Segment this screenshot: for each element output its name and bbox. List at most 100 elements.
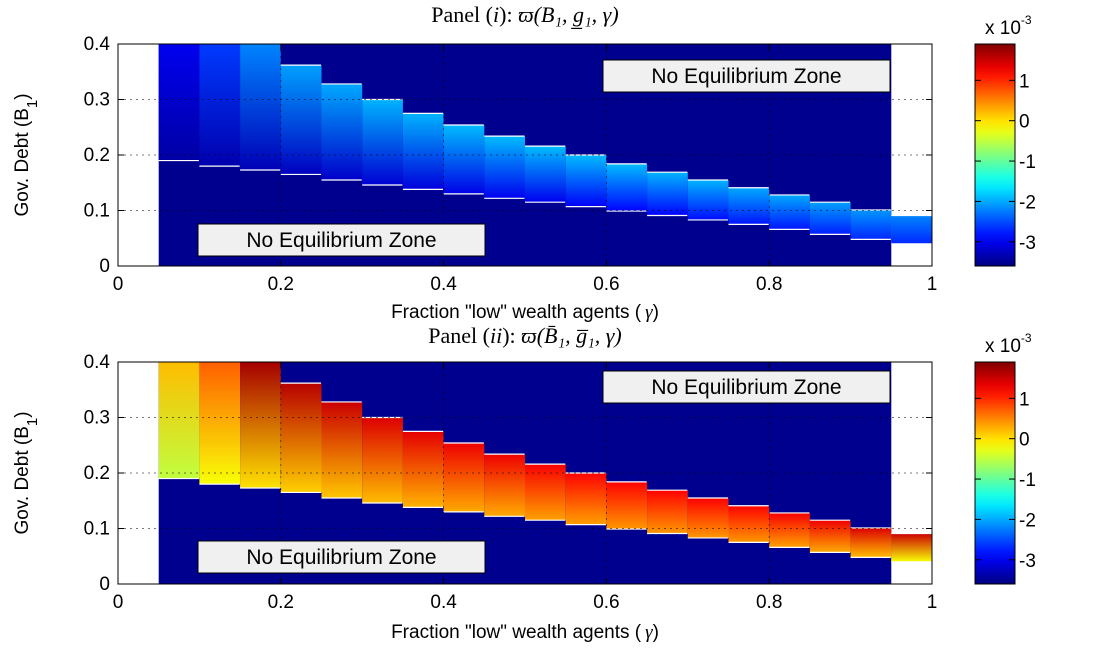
heatmap-column	[647, 172, 688, 216]
x-tick-label: 1	[927, 592, 938, 613]
x-axis-label: Fraction "low" wealth agents (γ)	[391, 302, 659, 323]
colorbar-tick-label: 0	[1019, 112, 1030, 133]
colorbar-tick-label: -1	[1019, 152, 1036, 173]
heatmap-column	[606, 481, 648, 530]
panel-title-symbol: ϖ	[518, 2, 534, 27]
heatmap-column	[809, 202, 851, 235]
x-axis-label-symbol: γ	[645, 302, 653, 323]
panel-title-numeral: i	[493, 2, 499, 27]
y-axis-label-suffix: )	[12, 411, 33, 417]
heatmap-column	[362, 99, 403, 185]
colorbar	[974, 43, 1016, 267]
x-axis-label: Fraction "low" wealth agents (γ)	[391, 622, 659, 643]
heatmap-column	[891, 533, 932, 562]
heatmap-column	[240, 44, 281, 170]
colorbar-tick-label: -3	[1019, 233, 1036, 254]
y-tick-label: 0.3	[84, 90, 110, 111]
y-axis-label-subscript: 1	[24, 418, 41, 426]
heatmap-column	[850, 209, 892, 240]
heatmap-column	[158, 362, 200, 479]
heatmap-column	[280, 65, 322, 175]
x-axis-label-text: Fraction "low" wealth agents (	[391, 302, 642, 323]
x-tick-label: 0.6	[593, 592, 619, 613]
heatmap-column	[728, 187, 770, 225]
colorbar	[974, 361, 1016, 585]
heatmap-column	[484, 454, 525, 517]
y-tick-label: 0.2	[84, 145, 110, 166]
heatmap-column	[240, 362, 281, 488]
heatmap-column	[402, 431, 444, 508]
y-axis-label-subscript: 1	[24, 100, 41, 108]
annotation-box	[197, 540, 486, 574]
colorbar-tick-label: 1	[1019, 71, 1030, 92]
panel-title-numeral: ii	[490, 323, 502, 348]
heatmap-column	[769, 512, 810, 548]
panel-title-symbol: ϖ	[521, 323, 537, 348]
y-tick-label: 0.1	[84, 519, 110, 540]
y-axis-label: Gov. Debt (B1)	[12, 93, 41, 216]
heatmap-column	[606, 163, 648, 212]
y-tick-label: 0.4	[84, 352, 111, 373]
y-tick-label: 0	[99, 574, 110, 595]
colorbar-tick-label: -1	[1019, 470, 1036, 491]
annotation-no-equilibrium-zone: No Equilibrium Zone	[246, 229, 436, 252]
colorbar-tick-label: -2	[1019, 192, 1036, 213]
annotation-box	[602, 370, 891, 404]
colorbar-tick-label: 1	[1019, 389, 1030, 410]
annotation-box	[197, 223, 486, 257]
x-tick-label: 0.4	[430, 592, 457, 613]
panel-title: Panel (ii): ϖ(B̄₁, g̅₁, γ)	[428, 323, 622, 348]
x-axis-label-suffix: )	[653, 622, 659, 643]
panel-title-prefix: Panel (	[431, 2, 493, 27]
x-tick-label: 0.4	[430, 274, 457, 295]
annotation-box	[602, 59, 891, 93]
heatmap-column	[728, 505, 770, 543]
heatmap-column	[687, 179, 729, 220]
panel-title-suffix: ):	[499, 2, 518, 27]
panel-title: Panel (i): ϖ(B₁, g̲₁, γ)	[431, 2, 618, 30]
y-axis-label-text: Gov. Debt (B	[12, 108, 33, 216]
heatmap-column	[443, 125, 485, 194]
x-tick-label: 0.8	[756, 274, 782, 295]
annotation-no-equilibrium-zone: No Equilibrium Zone	[651, 376, 841, 399]
y-tick-label: 0	[99, 256, 110, 277]
heatmap-column	[809, 520, 851, 553]
x-tick-label: 0.6	[593, 274, 619, 295]
heatmap-column	[565, 473, 607, 525]
x-tick-label: 0.2	[268, 592, 294, 613]
y-tick-label: 0.3	[84, 408, 110, 429]
heatmap-column	[321, 83, 363, 180]
heatmap-column	[647, 490, 688, 534]
y-tick-label: 0.1	[84, 201, 110, 222]
colorbar-tick-label: -3	[1019, 551, 1036, 572]
annotation-no-equilibrium-zone: No Equilibrium Zone	[651, 65, 841, 88]
heatmap-column	[850, 527, 892, 558]
colorbar-multiplier-text: x 10	[985, 336, 1021, 357]
heatmap-column	[280, 383, 322, 493]
heatmap-column	[402, 113, 444, 190]
heatmap-column	[321, 401, 363, 498]
heatmap-column	[484, 136, 525, 199]
panel-title-suffix: ):	[502, 323, 521, 348]
x-tick-label: 1	[927, 274, 938, 295]
heatmap-column	[443, 443, 485, 512]
x-tick-label: 0.8	[756, 592, 782, 613]
heatmap-column	[565, 155, 607, 207]
x-axis-label-text: Fraction "low" wealth agents (	[391, 622, 642, 643]
colorbar-tick-label: -2	[1019, 510, 1036, 531]
heatmap-column	[362, 417, 403, 503]
y-axis-label-suffix: )	[12, 93, 33, 99]
y-axis-label-text: Gov. Debt (B	[12, 426, 33, 534]
colorbar-tick-label: 0	[1019, 430, 1030, 451]
panel-title-args: (B₁, g̲₁, γ)	[534, 2, 619, 30]
heatmap-column	[199, 44, 241, 167]
heatmap-column	[525, 146, 566, 203]
x-tick-label: 0.2	[268, 274, 294, 295]
heatmap-column	[199, 362, 241, 485]
annotation-no-equilibrium-zone: No Equilibrium Zone	[246, 546, 436, 569]
x-tick-label: 0	[113, 274, 124, 295]
y-axis-label: Gov. Debt (B1)	[12, 411, 41, 534]
x-axis-label-suffix: )	[653, 302, 659, 323]
colorbar-multiplier-text: x 10	[985, 18, 1021, 39]
